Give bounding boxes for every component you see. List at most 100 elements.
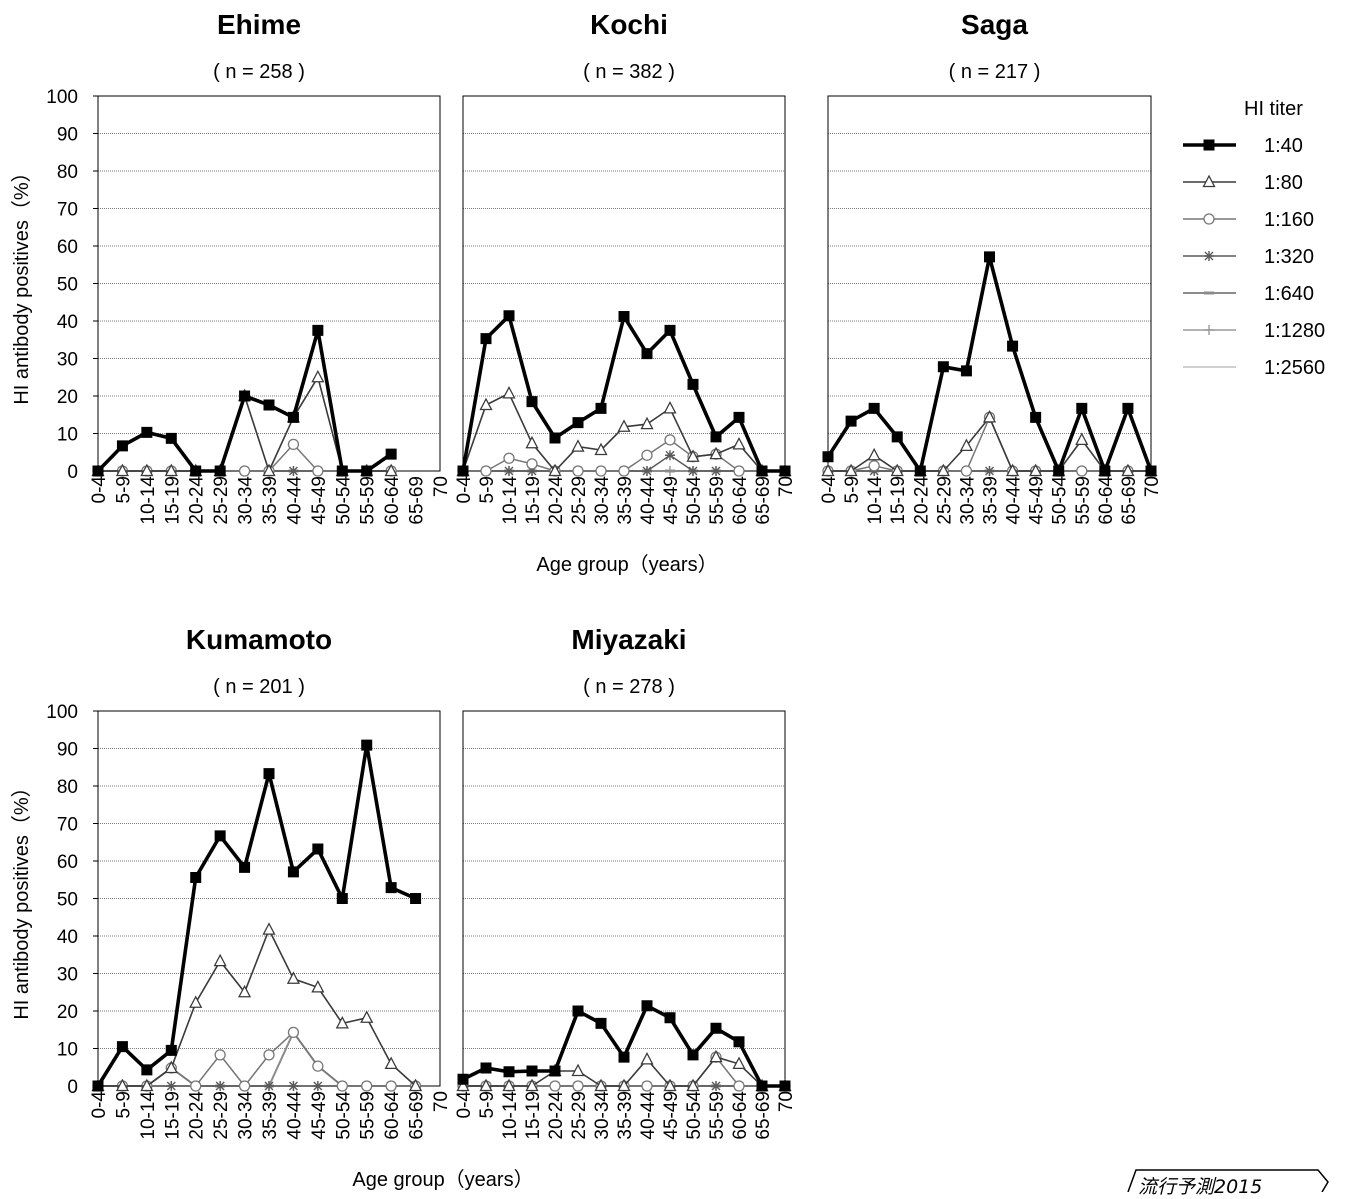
x-tick-label: 20-24 [187, 1091, 208, 1140]
y-tick-label: 90 [57, 740, 78, 761]
x-tick-label: 30-34 [236, 1091, 257, 1140]
data-point [385, 448, 397, 460]
x-tick-label: 35-39 [981, 476, 1002, 525]
data-point [480, 465, 492, 477]
x-tick-label: 50-54 [1050, 476, 1071, 525]
x-tick-label: 0-4 [454, 1091, 475, 1119]
legend-swatch-marker [1204, 325, 1214, 335]
data-point [213, 953, 227, 967]
x-tick-label: 60-64 [382, 1091, 403, 1140]
x-tick-label: 25-29 [569, 1091, 590, 1140]
data-point [821, 463, 835, 477]
data-point [384, 463, 398, 477]
data-point [164, 463, 178, 477]
y-tick-label: 50 [57, 890, 78, 911]
data-point [549, 432, 561, 444]
legend-label: 1:640 [1264, 283, 1314, 305]
data-point [165, 432, 177, 444]
x-tick-label: 65-69 [753, 476, 774, 525]
chart-subtitle: ( n = 382 ) [583, 61, 675, 83]
series-1-40 [457, 310, 791, 477]
data-point [549, 1080, 561, 1092]
data-point [732, 1056, 746, 1070]
data-point [361, 1080, 373, 1092]
y-tick-label: 0 [67, 1077, 78, 1098]
x-tick-label: 40-44 [284, 1091, 305, 1140]
data-point [239, 390, 251, 402]
x-tick-label: 60-64 [730, 1091, 751, 1140]
x-tick-label: 0-4 [89, 476, 110, 504]
y-tick-label: 40 [57, 312, 78, 333]
data-point [408, 1078, 423, 1092]
y-tick-label: 0 [67, 462, 78, 483]
data-point [503, 452, 515, 464]
data-point [92, 465, 104, 477]
data-point [264, 1081, 274, 1091]
data-point [891, 431, 903, 443]
series-1-80 [91, 922, 423, 1092]
data-point [190, 872, 202, 883]
data-point [166, 1081, 177, 1091]
y-tick-label: 100 [46, 87, 78, 108]
data-point [548, 463, 562, 477]
y-tick-label: 60 [57, 852, 78, 873]
x-tick-label: 70 [431, 476, 452, 497]
x-axis-label: Age group（years） [352, 1168, 533, 1191]
data-point [140, 1078, 154, 1092]
y-tick-label: 100 [46, 702, 78, 723]
data-point [480, 333, 492, 345]
x-tick-label: 70 [776, 1091, 797, 1112]
x-tick-label: 5-9 [842, 476, 863, 503]
data-point [733, 465, 745, 477]
x-tick-label: 45-49 [661, 476, 682, 525]
data-point [756, 465, 768, 477]
data-point [190, 1080, 202, 1092]
data-point [214, 1049, 226, 1061]
data-point [335, 1015, 349, 1029]
data-point [141, 1064, 153, 1076]
x-tick-label: 45-49 [1027, 476, 1048, 525]
data-point [617, 1078, 631, 1092]
data-point [618, 1051, 630, 1063]
x-tick-label: 30-34 [236, 476, 257, 525]
x-tick-label: 25-29 [211, 476, 232, 525]
data-point [686, 1078, 700, 1092]
x-tick-label: 65-69 [407, 1091, 428, 1140]
data-point [641, 449, 653, 461]
x-tick-label: 50-54 [333, 476, 354, 525]
data-point [937, 361, 949, 373]
legend-label: 1:160 [1264, 209, 1314, 231]
x-tick-label: 45-49 [661, 1091, 682, 1140]
data-point [239, 861, 251, 873]
data-point [311, 979, 325, 993]
data-point [115, 463, 130, 477]
chart-title: Kumamoto [186, 624, 332, 655]
data-point [617, 419, 631, 432]
series-1-40 [92, 739, 422, 1092]
data-point [665, 450, 675, 461]
chart-subtitle: ( n = 258 ) [213, 61, 305, 83]
data-point [1145, 465, 1157, 477]
data-point [288, 466, 299, 476]
x-tick-label: 10-14 [500, 476, 521, 525]
data-point [572, 1005, 584, 1017]
series-1-80 [91, 369, 398, 477]
y-axis-label: HI antibody positives（%） [10, 777, 33, 1019]
legend-label: 1:2560 [1264, 357, 1325, 379]
x-tick-label: 55-59 [358, 1091, 379, 1140]
data-point [503, 310, 515, 322]
legend-item: 1:160 [1183, 209, 1314, 231]
data-point [914, 465, 926, 477]
data-point [733, 411, 745, 423]
x-tick-label: 30-34 [957, 476, 978, 525]
data-point [385, 1080, 397, 1092]
data-point [572, 417, 584, 429]
badge: 流行予測2015 [1122, 1168, 1334, 1198]
panel-kochi: 0-4 5-9 10-14 15-19 20-24 25-29 30-34 35-39 40-4… [454, 9, 797, 576]
series-1-80 [456, 1049, 792, 1092]
data-point [312, 465, 324, 477]
data-point [868, 402, 880, 414]
data-point [115, 1078, 130, 1092]
